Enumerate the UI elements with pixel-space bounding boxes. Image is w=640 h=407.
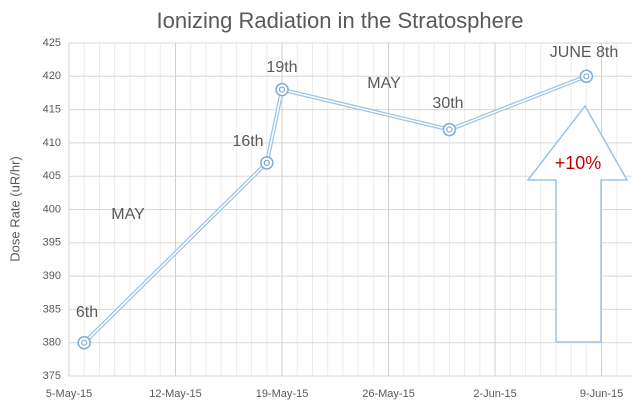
y-tick-label: 400: [43, 203, 61, 215]
x-tick-label: 5-May-15: [46, 388, 92, 400]
marker-core: [81, 339, 88, 346]
annotation: JUNE 8th: [550, 44, 618, 61]
chart-title: Ionizing Radiation in the Stratosphere: [157, 8, 524, 33]
marker: [77, 335, 91, 350]
annotation: 19th: [266, 59, 297, 76]
annotation: 30th: [432, 95, 463, 112]
marker-core: [446, 126, 453, 133]
increase-arrow: [526, 104, 629, 343]
grid: [68, 42, 632, 377]
marker-core: [263, 159, 270, 166]
marker: [275, 82, 289, 97]
y-tick-label: 410: [43, 137, 61, 149]
annotation: MAY: [111, 206, 145, 223]
annotation: +10%: [555, 153, 602, 173]
y-tick-label: 405: [43, 170, 61, 182]
y-tick-label: 395: [43, 237, 61, 249]
x-tick-label: 26-May-15: [362, 388, 415, 400]
y-tick-label: 390: [43, 270, 61, 282]
y-tick-label: 425: [43, 37, 61, 49]
y-tick-label: 420: [43, 70, 61, 82]
x-tick-label: 9-Jun-15: [580, 388, 623, 400]
marker: [579, 69, 594, 84]
x-tick-label: 19-May-15: [256, 388, 309, 400]
x-tick-label: 12-May-15: [149, 388, 202, 400]
marker: [442, 122, 457, 137]
annotation: 6th: [76, 304, 98, 321]
y-axis-label: Dose Rate (uR/hr): [7, 156, 22, 261]
y-tick-label: 415: [43, 104, 61, 116]
annotation: 16th: [232, 133, 263, 150]
y-tick-label: 375: [43, 370, 61, 382]
y-tick-label: 380: [43, 337, 61, 349]
marker-core: [583, 73, 590, 80]
x-tick-label: 2-Jun-15: [473, 388, 516, 400]
annotation: MAY: [367, 75, 401, 92]
marker-core: [278, 86, 286, 93]
marker: [260, 156, 274, 170]
y-tick-label: 385: [43, 303, 61, 315]
